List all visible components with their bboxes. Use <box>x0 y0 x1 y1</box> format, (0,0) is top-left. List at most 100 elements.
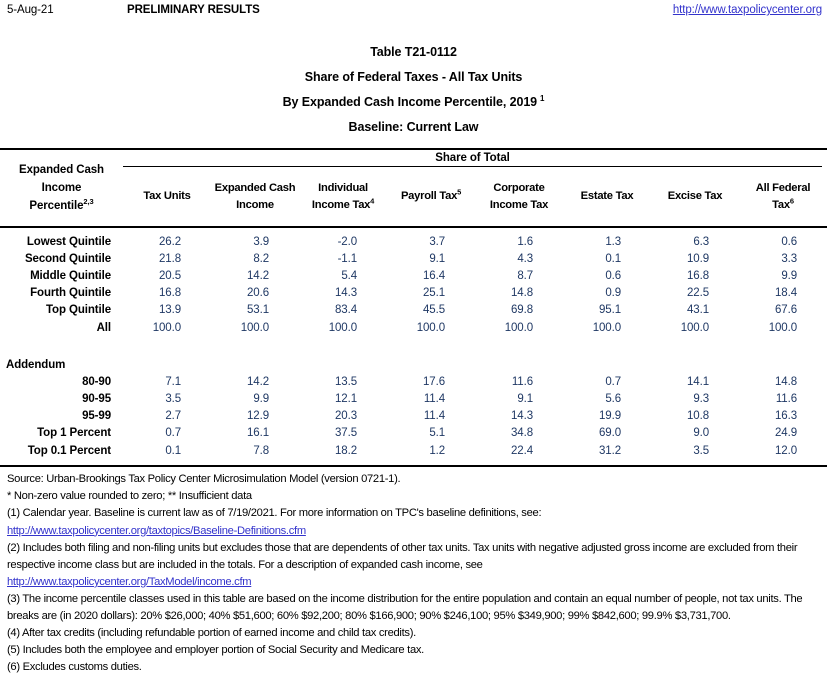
value-cell: 20.5 <box>159 269 181 282</box>
table-row: Second Quintile 21.8 8.2 -1.1 9.1 4.3 0.1 10.9 3… <box>0 250 827 267</box>
value-cell: 1.3 <box>605 235 621 248</box>
value-cell: 4.3 <box>517 252 533 265</box>
value-cell: 69.8 <box>511 304 533 317</box>
table-row: 90-95 3.5 9.9 12.1 11.4 9.1 5.6 9.3 11.6 <box>0 391 827 408</box>
value-cell: 67.6 <box>775 304 797 317</box>
value-cell: 24.9 <box>775 427 797 440</box>
value-cell: 14.2 <box>247 269 269 282</box>
footnote: Source: Urban-Brookings Tax Policy Cente… <box>7 473 401 486</box>
row-label: 95-99 <box>82 410 111 423</box>
value-cell: 7.1 <box>165 375 181 388</box>
value-cell: 18.4 <box>775 287 797 300</box>
row-label: Lowest Quintile <box>26 235 111 248</box>
row-label: 80-90 <box>82 375 111 388</box>
value-cell: 25.1 <box>423 287 445 300</box>
table-row: All 100.0 100.0 100.0 100.0 100.0 100.0 100.0 10… <box>0 319 827 336</box>
value-cell: 5.1 <box>429 427 445 440</box>
footnote: (4) After tax credits (including refunda… <box>7 627 416 640</box>
column-header-text: Payroll Tax5 <box>400 187 462 203</box>
value-cell: 26.2 <box>159 235 181 248</box>
footnote: (6) Excludes customs duties. <box>7 661 142 674</box>
column-header: Corporate Income Tax <box>475 167 563 226</box>
notes-top-rule <box>0 465 827 468</box>
value-cell: -1.1 <box>337 252 358 265</box>
row-label: 90-95 <box>82 393 111 406</box>
value-cell: 100.0 <box>592 321 621 334</box>
column-header-text: Corporate Income Tax <box>489 182 549 211</box>
table-header: Expanded Cash Income Percentile2,3 Share o… <box>0 150 827 226</box>
value-cell: 12.1 <box>335 393 357 406</box>
value-cell: 31.2 <box>599 444 621 457</box>
column-header-text: Tax Units <box>143 190 191 203</box>
value-cell: 11.4 <box>423 410 445 423</box>
value-cell: 9.9 <box>781 269 797 282</box>
value-cell: 0.9 <box>605 287 621 300</box>
value-cell: 34.8 <box>511 427 533 440</box>
value-cell: 12.9 <box>247 410 269 423</box>
value-cell: 14.3 <box>511 410 533 423</box>
value-cell: 8.7 <box>517 269 533 282</box>
value-cell: 9.3 <box>693 393 709 406</box>
footnote-link[interactable]: http://www.taxpolicycenter.org/taxtopics… <box>7 524 306 537</box>
row-label: Fourth Quintile <box>30 287 111 300</box>
value-cell: 3.5 <box>165 393 181 406</box>
value-cell: 13.5 <box>335 375 357 388</box>
addendum-label: Addendum <box>6 358 66 371</box>
table-subtitle: By Expanded Cash Income Percentile, 2019… <box>0 90 827 115</box>
value-cell: 0.6 <box>781 235 797 248</box>
footnote: * Non-zero value rounded to zero; ** Ins… <box>7 490 252 503</box>
value-cell: 0.7 <box>165 427 181 440</box>
value-cell: 17.6 <box>423 375 445 388</box>
value-cell: 6.3 <box>693 235 709 248</box>
column-header-text: Individual Income Tax4 <box>311 182 375 211</box>
value-cell: 11.6 <box>775 393 797 406</box>
row-label: Top Quintile <box>45 304 111 317</box>
table-row: 95-99 2.7 12.9 20.3 11.4 14.3 19.9 10.8 16.3 <box>0 408 827 425</box>
value-cell: 18.2 <box>335 444 357 457</box>
table-row: Top Quintile 13.9 53.1 83.4 45.5 69.8 95.1 43.1… <box>0 302 827 319</box>
row-label: Top 0.1 Percent <box>27 444 111 457</box>
value-cell: 5.6 <box>605 393 621 406</box>
value-cell: 3.3 <box>781 252 797 265</box>
column-header: Payroll Tax5 <box>387 167 475 226</box>
table-row: 80-90 7.1 14.2 13.5 17.6 11.6 0.7 14.1 14.8 <box>0 373 827 390</box>
footnote-link-line: http://www.taxpolicycenter.org/taxtopics… <box>7 523 820 540</box>
footnote: (2) Includes both filing and non-filing … <box>7 541 798 571</box>
value-cell: 22.5 <box>687 287 709 300</box>
value-cell: 3.9 <box>253 235 269 248</box>
value-cell: 100.0 <box>768 321 797 334</box>
value-cell: 14.1 <box>687 375 709 388</box>
value-cell: 19.9 <box>599 410 621 423</box>
value-cell: 14.8 <box>775 375 797 388</box>
value-cell: 0.1 <box>165 444 181 457</box>
value-cell: 9.9 <box>253 393 269 406</box>
column-header: Expanded Cash Income <box>211 167 299 226</box>
table-subtitle-text: By Expanded Cash Income Percentile, 2019 <box>282 95 538 109</box>
value-cell: 16.1 <box>247 427 269 440</box>
footnote-link[interactable]: http://www.taxpolicycenter.org/TaxModel/… <box>7 575 252 588</box>
table-row: Top 1 Percent 0.7 16.1 37.5 5.1 34.8 69.0 9.0 24… <box>0 425 827 442</box>
value-cell: 16.4 <box>423 269 445 282</box>
value-cell: 9.1 <box>517 393 533 406</box>
value-cell: 95.1 <box>599 304 621 317</box>
value-cell: 13.9 <box>159 304 181 317</box>
site-link[interactable]: http://www.taxpolicycenter.org <box>672 4 822 16</box>
footnote: (1) Calendar year. Baseline is current l… <box>7 507 542 520</box>
value-cell: 100.0 <box>416 321 445 334</box>
value-cell: 83.4 <box>335 304 357 317</box>
footnote-link-line: http://www.taxpolicycenter.org/TaxModel/… <box>7 574 820 591</box>
column-header: All Federal Tax6 <box>739 167 827 226</box>
value-cell: 5.4 <box>341 269 357 282</box>
table-row: Lowest Quintile 26.2 3.9 -2.0 3.7 1.6 1.3 6.3 0.… <box>0 233 827 250</box>
table-title: Share of Federal Taxes - All Tax Units <box>304 70 523 84</box>
value-cell: 10.8 <box>687 410 709 423</box>
value-cell: 14.2 <box>247 375 269 388</box>
column-header: Tax Units <box>123 167 211 226</box>
value-cell: 0.7 <box>605 375 621 388</box>
value-cell: 1.6 <box>517 235 533 248</box>
addendum-body: 80-90 7.1 14.2 13.5 17.6 11.6 0.7 14.1 14.8 90-95… <box>0 373 827 459</box>
value-cell: 1.2 <box>429 444 445 457</box>
column-header-text: Estate Tax <box>580 190 634 203</box>
value-cell: 11.6 <box>511 375 533 388</box>
value-cell: 9.1 <box>429 252 445 265</box>
